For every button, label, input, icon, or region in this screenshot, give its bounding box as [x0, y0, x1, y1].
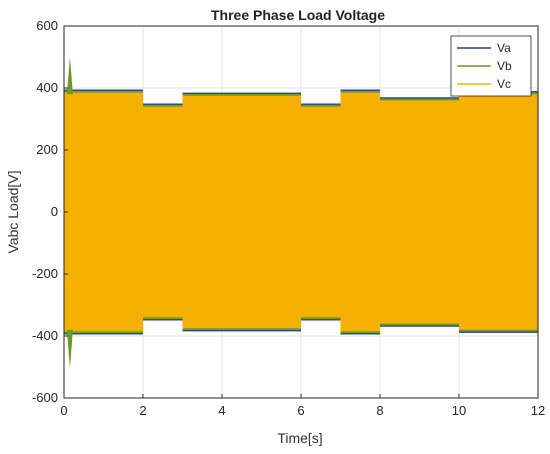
- x-tick-label: 2: [139, 403, 146, 418]
- x-tick-label: 12: [531, 403, 545, 418]
- x-tick-label: 4: [218, 403, 225, 418]
- series-vc-band: [64, 92, 538, 332]
- y-tick-label: 200: [36, 142, 58, 157]
- transient-peak: [66, 57, 73, 95]
- plot-area: 0 2 4 6 8 10 12 -600 -400 -200 0 200 400 600 Va Vb Vc: [32, 18, 545, 418]
- x-tick-label: 10: [452, 403, 466, 418]
- y-tick-label: 600: [36, 18, 58, 33]
- y-axis-label: Vabc Load[V]: [5, 170, 21, 253]
- legend-label: Vc: [497, 77, 511, 91]
- x-axis-label: Time[s]: [277, 430, 322, 446]
- x-tick-label: 8: [376, 403, 383, 418]
- y-tick-label: 0: [51, 204, 58, 219]
- y-tick-label: -200: [32, 266, 58, 281]
- chart-title: Three Phase Load Voltage: [211, 7, 385, 23]
- y-tick-label: 400: [36, 80, 58, 95]
- y-tick-label: -600: [32, 390, 58, 405]
- transient-trough: [66, 329, 73, 369]
- x-tick-label: 0: [60, 403, 67, 418]
- y-tick-label: -400: [32, 328, 58, 343]
- legend-label: Vb: [497, 59, 512, 73]
- legend-label: Va: [497, 41, 511, 55]
- x-tick-label: 6: [297, 403, 304, 418]
